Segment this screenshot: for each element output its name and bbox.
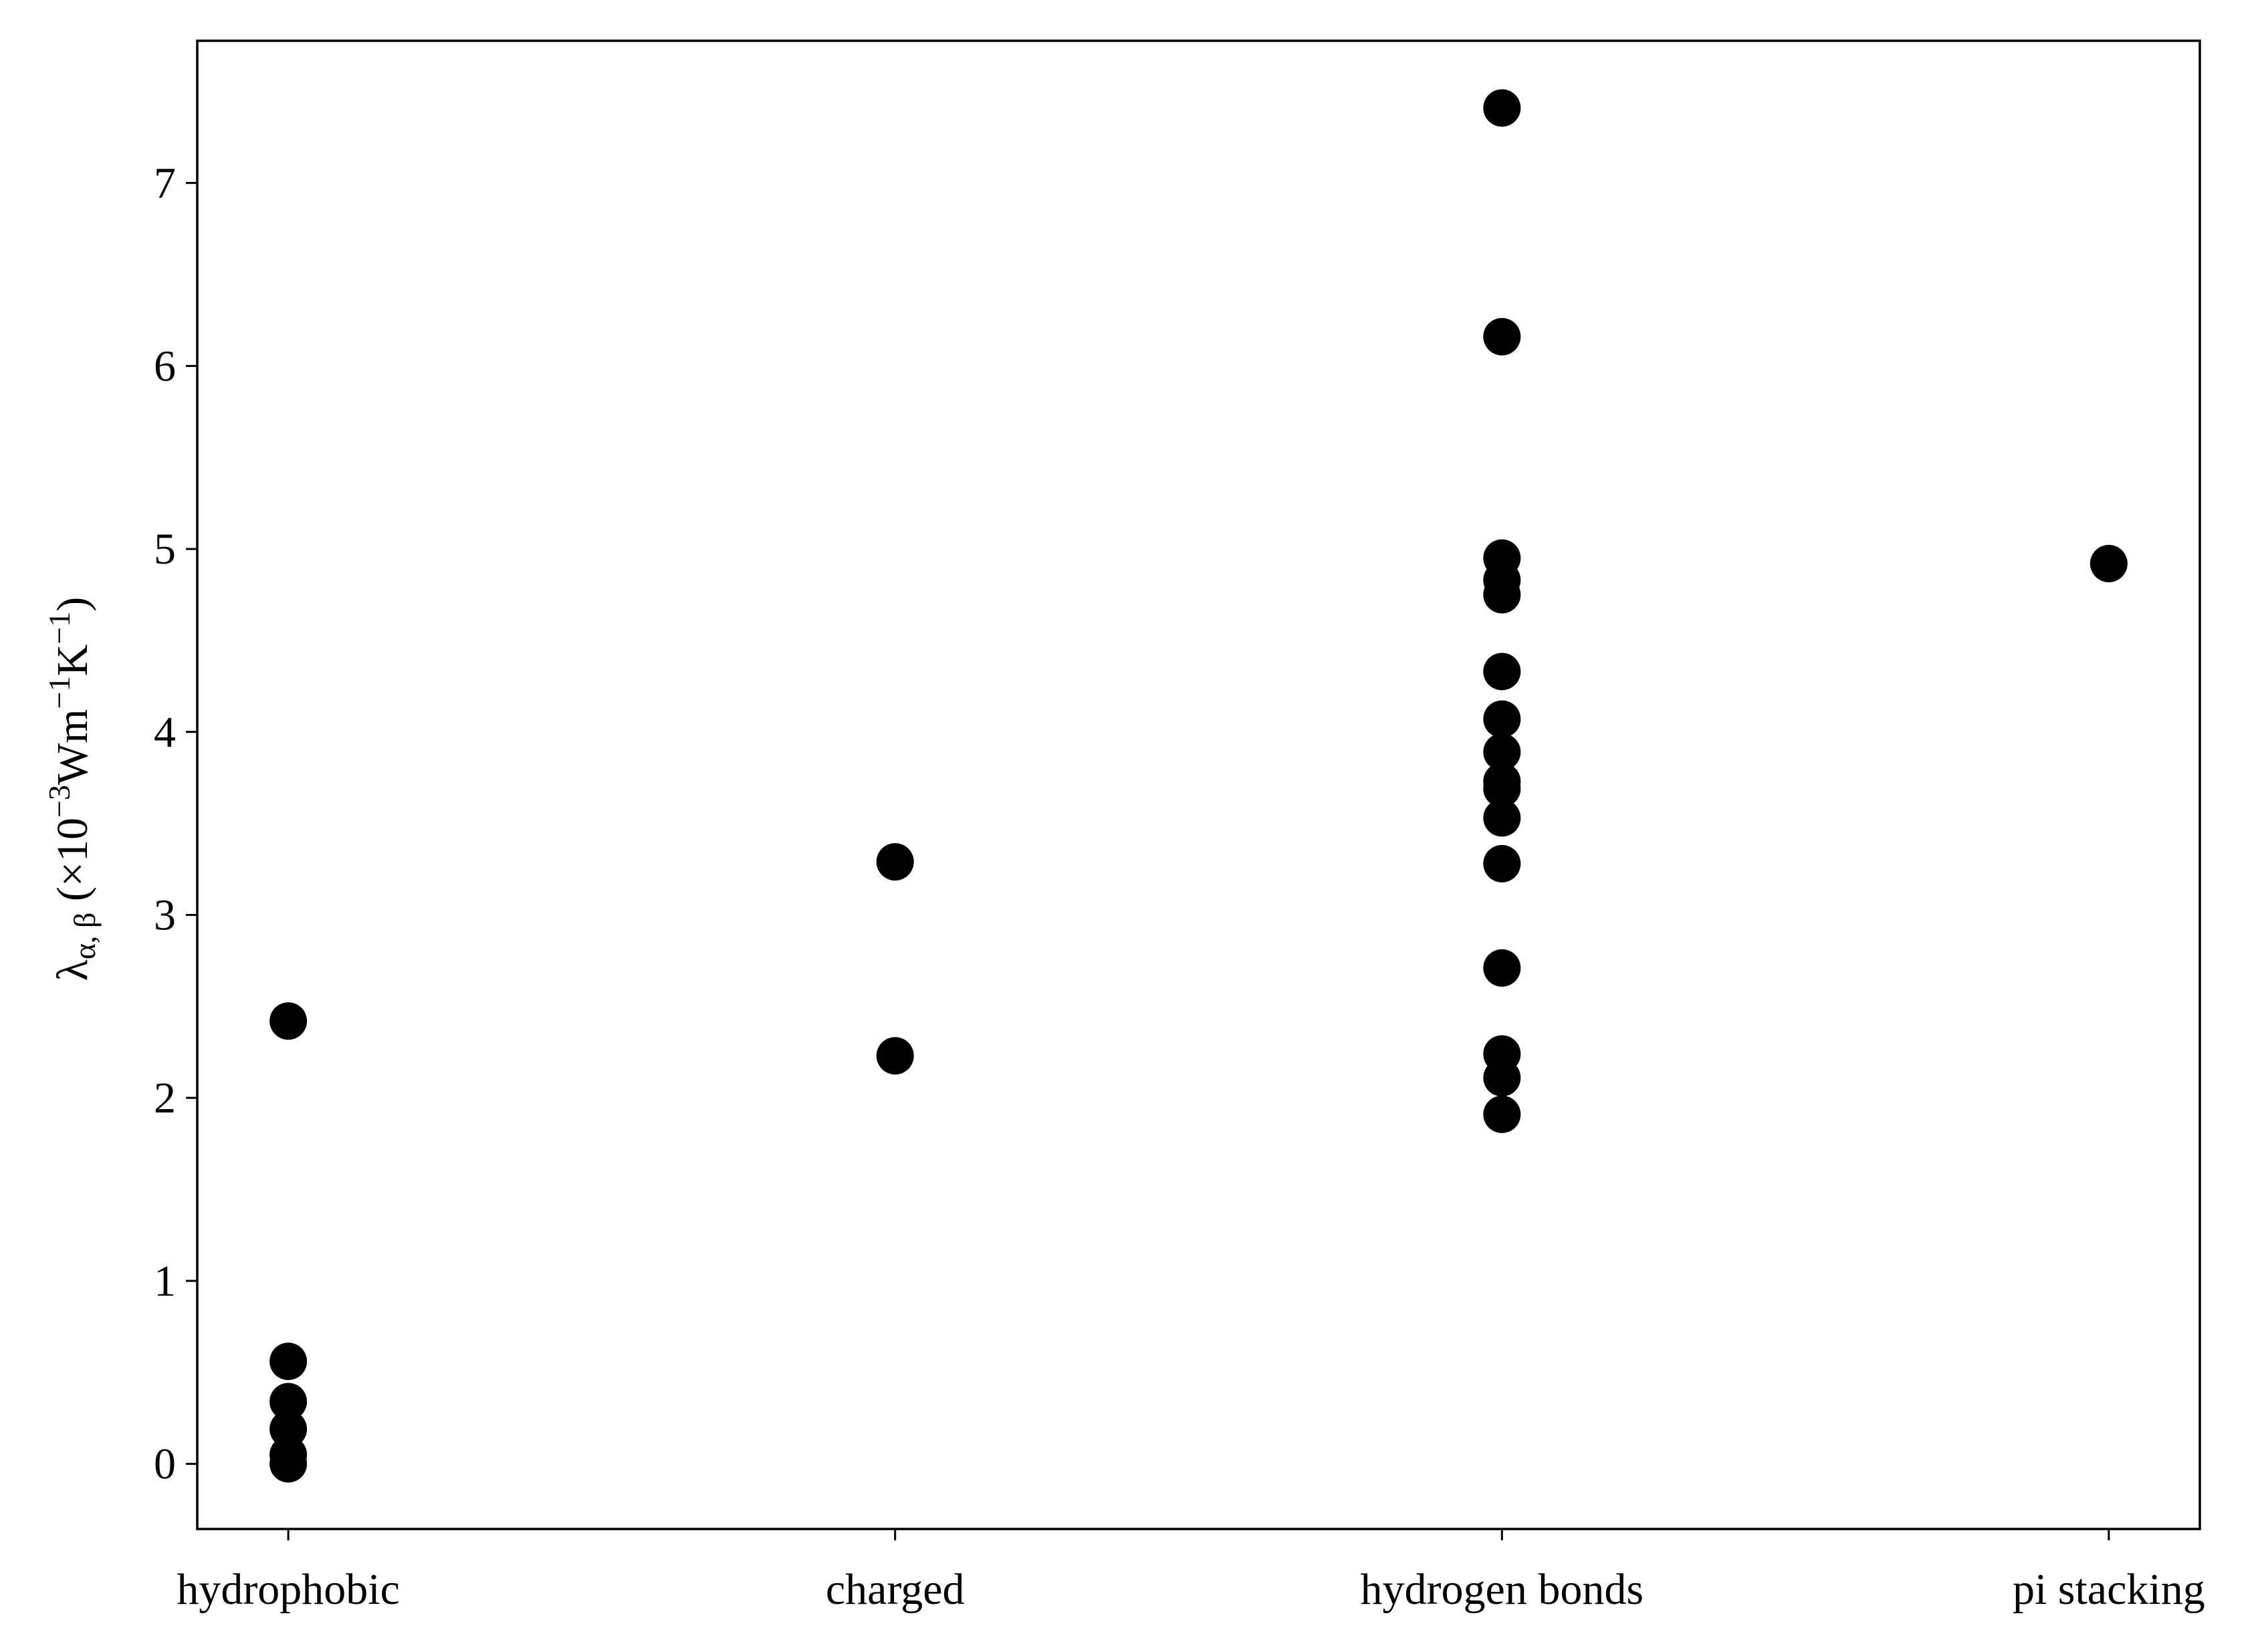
- y-tick-label: 1: [154, 1257, 176, 1306]
- x-tick-label: pi stacking: [2013, 1565, 2205, 1614]
- point: [2090, 544, 2128, 582]
- point: [876, 843, 914, 881]
- point: [269, 1002, 308, 1040]
- point: [1483, 1059, 1521, 1097]
- y-axis-label-part: Wm: [48, 709, 97, 785]
- y-axis-label-part: (×10: [48, 818, 97, 913]
- x-tick-label: charged: [826, 1565, 965, 1614]
- y-tick-label: 7: [154, 159, 176, 208]
- point: [1483, 576, 1521, 614]
- point: [1483, 1095, 1521, 1133]
- point: [269, 1410, 308, 1448]
- plot-frame: [196, 39, 2201, 1530]
- y-tick-label: 2: [154, 1074, 176, 1123]
- y-tick-label: 5: [154, 525, 176, 574]
- point: [269, 1342, 308, 1381]
- y-axis-label-part: λ: [48, 959, 97, 981]
- y-axis-label-part: ): [48, 597, 97, 612]
- y-axis-label: λα, β (×10−3Wm−1K−1): [42, 597, 102, 981]
- point: [269, 1445, 308, 1483]
- x-tick-label: hydrogen bonds: [1361, 1565, 1644, 1614]
- y-tick-label: 3: [154, 891, 176, 939]
- y-tick-label: 6: [154, 342, 176, 390]
- point: [1483, 653, 1521, 691]
- point: [1483, 844, 1521, 882]
- point: [1483, 733, 1521, 771]
- point: [1483, 799, 1521, 837]
- y-tick-label: 4: [154, 708, 176, 757]
- point: [1483, 318, 1521, 356]
- point: [269, 1383, 308, 1421]
- point: [876, 1037, 914, 1075]
- x-tick-label: hydrophobic: [177, 1565, 400, 1614]
- point: [1483, 700, 1521, 738]
- point: [1483, 770, 1521, 808]
- point: [1483, 89, 1521, 127]
- y-axis-label-part: −3: [42, 785, 76, 818]
- y-axis-label-part: −1: [42, 676, 76, 709]
- y-tick-label: 0: [154, 1440, 176, 1489]
- y-axis-label-part: α, β: [68, 913, 102, 960]
- y-axis-label-part: K: [48, 644, 97, 677]
- point: [1483, 949, 1521, 987]
- y-axis-label-part: −1: [42, 612, 76, 644]
